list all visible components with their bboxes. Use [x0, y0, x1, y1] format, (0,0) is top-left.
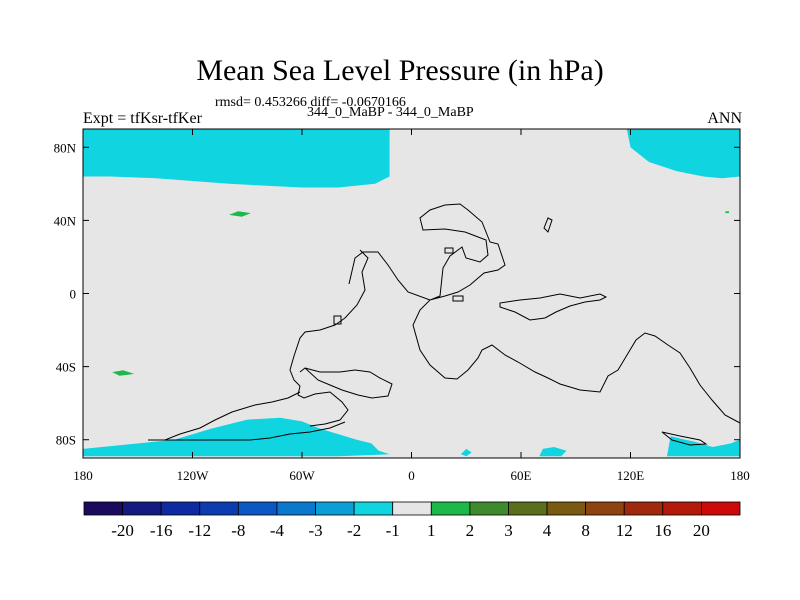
experiment-label: Expt = tfKsr-tfKer — [83, 110, 202, 127]
x-tick-label: 180 — [730, 468, 750, 483]
coastlines — [148, 203, 740, 446]
colorbar-label: -4 — [270, 521, 285, 540]
anomaly-regions — [83, 129, 740, 457]
colorbar-swatch — [662, 501, 702, 516]
colorbar-label: -1 — [386, 521, 400, 540]
x-tick-label: 60E — [511, 468, 532, 483]
colorbar-swatch — [546, 501, 587, 516]
x-tick-label: 60W — [289, 468, 315, 483]
y-tick-label: 0 — [70, 287, 77, 302]
coastline-island — [452, 295, 464, 302]
region-east-positive-dot — [725, 211, 729, 214]
colorbar-swatch — [430, 501, 471, 516]
colorbar-label: -16 — [150, 521, 173, 540]
colorbar-swatch — [469, 501, 509, 516]
y-tick-label: 80N — [54, 140, 77, 155]
y-tick-label: 80S — [56, 433, 76, 448]
coastline-antarctica-east — [661, 431, 708, 446]
y-axis: 80N 40N 0 40S 80S — [54, 140, 740, 448]
coastline-island — [444, 247, 454, 254]
colorbar-label: 3 — [504, 521, 513, 540]
colorbar-swatch — [199, 501, 239, 516]
colorbar: -20 -16 -12 -8 -4 -3 -2 -1 1 2 3 4 8 12 16 20 — [83, 501, 741, 540]
colorbar-label: -2 — [347, 521, 361, 540]
region-antarctic-east-negative — [667, 436, 740, 457]
x-tick-label: 120E — [617, 468, 645, 483]
colorbar-swatch — [83, 501, 123, 516]
colorbar-label: 8 — [581, 521, 590, 540]
coastline-japan — [543, 217, 553, 233]
colorbar-swatch — [392, 501, 432, 516]
x-tick-label: 180 — [73, 468, 93, 483]
colorbar-label: -8 — [231, 521, 245, 540]
coastline-africa — [348, 203, 740, 424]
region-pacific-positive-patch — [229, 211, 251, 217]
colorbar-label: 4 — [543, 521, 552, 540]
coastline-antarctica — [148, 391, 346, 441]
y-tick-label: 40N — [54, 213, 77, 228]
chart-subtitle: 344_0_MaBP - 344_0_MaBP — [307, 105, 474, 120]
coastline-island — [333, 315, 342, 325]
stats-label: rmsd= 0.453266 diff= -0.0670166 — [215, 95, 406, 110]
x-axis: 180 120W 60W 0 60E 120E 180 — [73, 129, 750, 483]
x-tick-label: 120W — [177, 468, 210, 483]
colorbar-swatch — [585, 501, 625, 516]
coastline-americas — [289, 249, 393, 427]
region-south-indian-negative — [539, 447, 567, 457]
colorbar-label: -12 — [188, 521, 211, 540]
x-tick-label: 0 — [408, 468, 415, 483]
colorbar-swatch — [701, 501, 741, 516]
region-arctic-negative-west — [83, 129, 390, 188]
colorbar-swatch — [160, 501, 201, 516]
season-label: ANN — [707, 110, 742, 127]
colorbar-label: 16 — [654, 521, 671, 540]
colorbar-label: -3 — [308, 521, 322, 540]
region-arctic-negative-east — [626, 129, 740, 179]
colorbar-swatch — [237, 501, 278, 516]
colorbar-swatch — [508, 501, 548, 516]
colorbar-label: 1 — [427, 521, 436, 540]
colorbar-label: 20 — [693, 521, 710, 540]
coastline-se-asia — [499, 293, 608, 321]
colorbar-swatch — [353, 501, 394, 516]
colorbar-label: 2 — [466, 521, 475, 540]
region-southern-ocean-negative — [83, 417, 390, 457]
colorbar-label: 12 — [616, 521, 633, 540]
colorbar-swatch — [122, 501, 162, 516]
chart-title: Mean Sea Level Pressure (in hPa) — [196, 54, 604, 87]
colorbar-swatch — [315, 501, 355, 516]
colorbar-swatch — [623, 501, 664, 516]
colorbar-swatch — [276, 501, 316, 516]
y-tick-label: 40S — [56, 360, 76, 375]
region-south-atlantic-negative — [460, 448, 472, 457]
colorbar-label: -20 — [111, 521, 134, 540]
region-south-pacific-positive-patch — [112, 370, 135, 376]
